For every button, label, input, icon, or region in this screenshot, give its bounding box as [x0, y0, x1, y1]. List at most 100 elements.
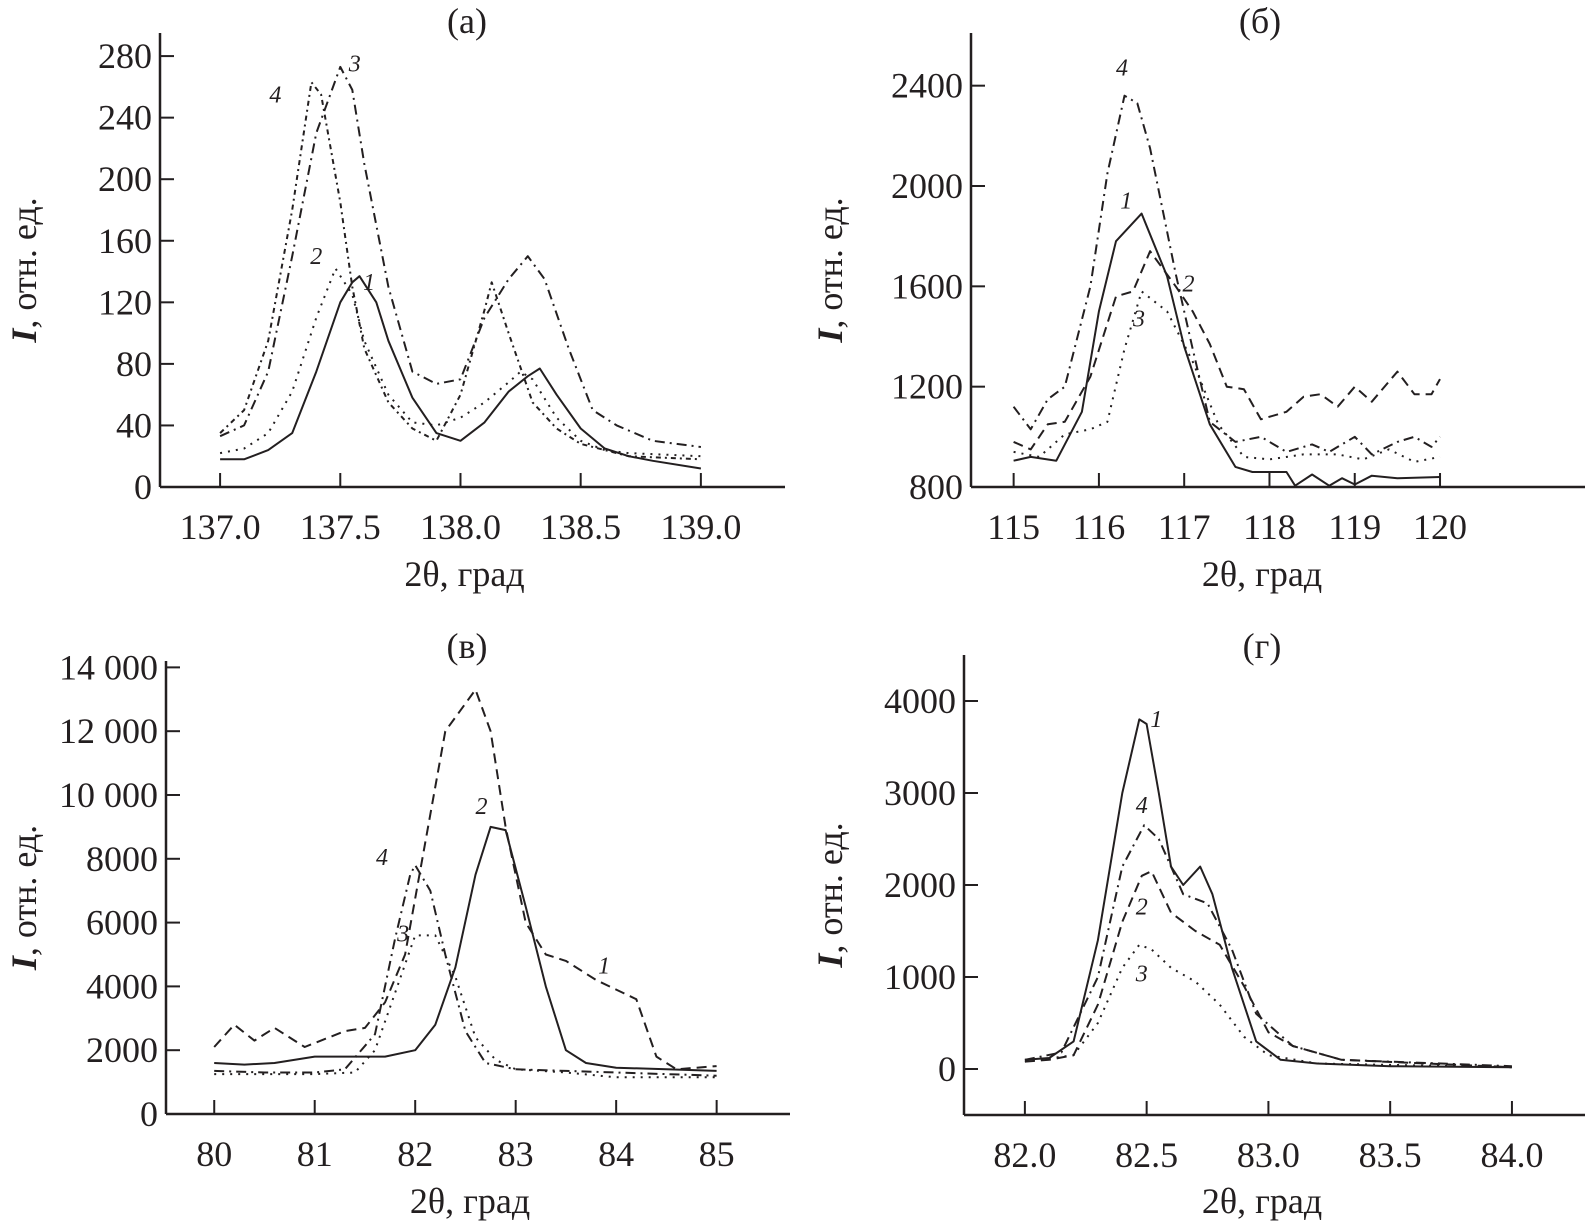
curve-label-1: 1 — [1120, 189, 1132, 215]
x-tick-label: 138.5 — [540, 507, 621, 547]
y-tick-label: 0 — [140, 1094, 158, 1134]
y-tick-label: 4000 — [884, 681, 956, 721]
curve-label-1: 1 — [1150, 707, 1162, 733]
x-tick-label: 82 — [397, 1134, 433, 1174]
y-tick-label: 80 — [116, 344, 152, 384]
y-tick-label: 2400 — [891, 66, 963, 106]
panel-title: (а) — [447, 1, 487, 41]
y-tick-label: 160 — [98, 221, 152, 261]
y-axis-symbol: I — [4, 954, 44, 971]
y-tick-label: 14 000 — [59, 647, 158, 687]
curve-2 — [219, 267, 701, 458]
x-tick-label: 83.5 — [1359, 1135, 1422, 1175]
y-tick-label: 2000 — [891, 166, 963, 206]
y-tick-label: 12 000 — [59, 711, 158, 751]
curve-label-3: 3 — [396, 922, 409, 948]
y-tick-label: 200 — [98, 159, 152, 199]
x-tick-label: 83.0 — [1237, 1135, 1300, 1175]
y-tick-label: 120 — [98, 282, 152, 322]
panel-g: 82.0 82.5 83.0 83.5 84.0 0 1000 2000 3000 4000 (г)… — [810, 626, 1585, 1221]
curve-label-2: 2 — [1136, 894, 1148, 920]
x-tick-label: 83 — [498, 1134, 534, 1174]
x-tick-label: 119 — [1328, 507, 1381, 547]
curve-2 — [1024, 870, 1512, 1069]
y-tick-label: 800 — [909, 467, 963, 507]
x-axis-label: 2θ, град — [1202, 554, 1322, 594]
curve-label-2: 2 — [476, 794, 488, 820]
curve-2 — [214, 825, 717, 1072]
x-tick-label: 115 — [987, 507, 1040, 547]
panel-a: 137.0 137.5 138.0 138.5 139.0 0 40 80 120 160 200 2… — [4, 1, 785, 594]
y-tick-label: 3000 — [884, 773, 956, 813]
y-axis-unit: , отн. ед. — [4, 197, 44, 328]
x-tick-label: 81 — [297, 1134, 333, 1174]
y-tick-label: 2000 — [884, 865, 956, 905]
curve-1 — [1024, 718, 1512, 1069]
y-axis-label: I, отн. ед. — [810, 822, 850, 968]
curve-2 — [1013, 250, 1441, 451]
curve-label-2: 2 — [1182, 271, 1194, 297]
curve-4 — [219, 81, 701, 461]
x-tick-label: 82.5 — [1115, 1135, 1178, 1175]
x-tick-label: 139.0 — [660, 507, 741, 547]
y-tick-label: 2000 — [86, 1030, 158, 1070]
y-axis-symbol: I — [4, 327, 44, 344]
x-axis-label: 2θ, град — [404, 554, 524, 594]
y-tick-label: 1000 — [884, 957, 956, 997]
curve-label-2: 2 — [310, 244, 322, 270]
y-tick-label: 8000 — [86, 839, 158, 879]
curve-3 — [214, 934, 717, 1079]
x-tick-label: 85 — [699, 1134, 735, 1174]
y-tick-label: 0 — [938, 1049, 956, 1089]
x-tick-label: 137.5 — [300, 507, 381, 547]
curve-label-1: 1 — [363, 270, 375, 296]
y-axis-label: I, отн. ед. — [810, 197, 850, 343]
x-tick-label: 137.0 — [180, 507, 261, 547]
x-tick-label: 84 — [598, 1134, 634, 1174]
curve-3 — [219, 65, 702, 448]
curve-4 — [214, 864, 717, 1077]
curve-label-4: 4 — [269, 82, 281, 108]
x-tick-label: 84.0 — [1480, 1135, 1543, 1175]
y-tick-label: 10 000 — [59, 775, 158, 815]
curve-label-4: 4 — [376, 845, 388, 871]
y-axis-symbol: I — [810, 952, 850, 969]
curve-label-4: 4 — [1116, 56, 1128, 82]
x-tick-label: 138.0 — [420, 507, 501, 547]
curve-label-4: 4 — [1136, 793, 1148, 819]
curve-4 — [1012, 94, 1441, 456]
curve-1 — [213, 688, 717, 1071]
curve-4 — [1024, 824, 1512, 1068]
panel-title: (г) — [1243, 626, 1282, 666]
curve-3 — [1024, 943, 1512, 1069]
y-tick-label: 240 — [98, 98, 152, 138]
curve-label-3: 3 — [348, 51, 361, 77]
y-tick-label: 40 — [116, 405, 152, 445]
panel-v: 80 81 82 83 84 85 0 2000 4000 6000 8000 10 000 12 00… — [4, 626, 790, 1221]
y-tick-label: 1600 — [891, 266, 963, 306]
y-axis-unit: , отн. ед. — [4, 825, 44, 956]
curve-label-1: 1 — [598, 954, 610, 980]
y-tick-label: 0 — [134, 467, 152, 507]
y-tick-label: 4000 — [86, 966, 158, 1006]
curve-1 — [220, 275, 702, 470]
y-axis-unit: , отн. ед. — [810, 197, 850, 328]
x-tick-label: 116 — [1073, 507, 1126, 547]
y-tick-label: 280 — [98, 36, 152, 76]
curve-label-3: 3 — [1132, 306, 1145, 332]
y-tick-label: 6000 — [86, 903, 158, 943]
y-axis-label: I, отн. ед. — [4, 825, 44, 971]
x-tick-label: 117 — [1158, 507, 1211, 547]
x-tick-label: 120 — [1413, 507, 1467, 547]
x-tick-label: 80 — [196, 1134, 232, 1174]
panel-title: (б) — [1239, 1, 1281, 41]
y-tick-label: 1200 — [891, 367, 963, 407]
panel-b: 115 116 117 118 119 120 800 1200 1600 2000 2400 (б)… — [810, 1, 1585, 594]
x-axis-label: 2θ, град — [410, 1181, 530, 1221]
y-axis-unit: , отн. ед. — [810, 822, 850, 953]
y-axis-symbol: I — [810, 327, 850, 344]
y-axis-label: I, отн. ед. — [4, 197, 44, 343]
x-axis-label: 2θ, град — [1202, 1181, 1322, 1221]
curve-label-3: 3 — [1135, 962, 1148, 988]
panel-title: (в) — [447, 626, 488, 666]
